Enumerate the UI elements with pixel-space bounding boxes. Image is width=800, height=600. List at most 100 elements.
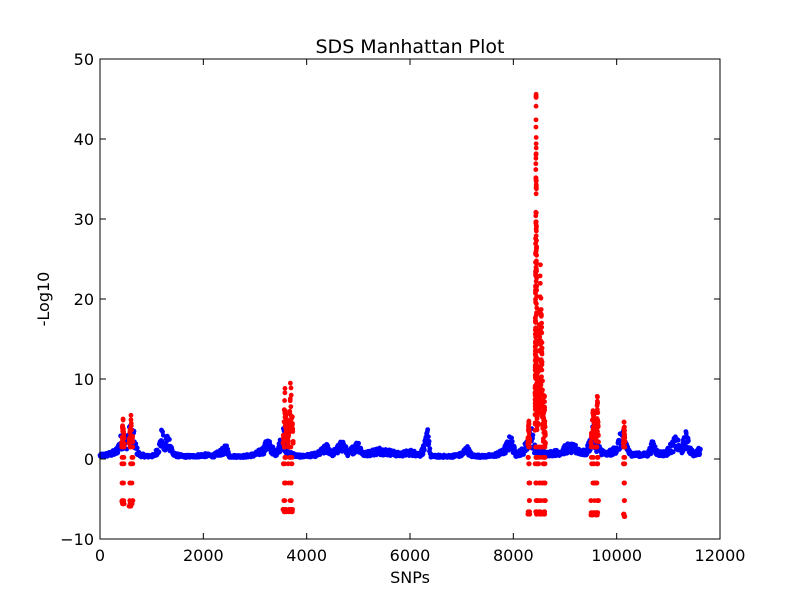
red-point xyxy=(590,480,596,486)
red-point xyxy=(533,325,539,331)
red-point xyxy=(120,455,126,460)
blue-point xyxy=(426,438,432,444)
red-point xyxy=(126,440,132,446)
red-point xyxy=(533,353,538,359)
blue-point xyxy=(697,451,703,457)
red-point xyxy=(127,498,133,503)
red-point xyxy=(533,296,538,302)
red-point xyxy=(281,461,286,467)
red-point xyxy=(290,440,296,446)
red-point xyxy=(593,510,599,515)
red-point xyxy=(542,509,548,515)
red-point xyxy=(128,412,134,418)
red-point xyxy=(526,461,532,467)
red-point xyxy=(533,182,539,187)
red-point xyxy=(590,408,596,414)
blue-point xyxy=(675,437,681,443)
blue-point xyxy=(697,446,703,452)
red-point xyxy=(289,461,295,467)
blue-point xyxy=(509,435,514,441)
x-tick-label: 6000 xyxy=(390,546,431,565)
red-point xyxy=(533,228,539,234)
red-point xyxy=(537,273,543,279)
red-point xyxy=(537,280,543,286)
red-point xyxy=(542,498,548,503)
red-point xyxy=(532,358,538,364)
red-point xyxy=(595,394,600,400)
red-point xyxy=(535,409,541,415)
blue-point xyxy=(573,442,578,448)
red-point xyxy=(288,444,294,450)
red-point xyxy=(594,444,600,450)
red-point xyxy=(525,436,531,442)
y-tick-label: −10 xyxy=(60,530,94,549)
red-point xyxy=(536,509,542,515)
blue-point xyxy=(343,444,349,450)
red-point xyxy=(595,418,601,424)
red-point xyxy=(290,422,295,428)
red-point xyxy=(539,320,544,326)
red-point xyxy=(589,433,595,439)
red-point xyxy=(282,386,288,391)
red-point xyxy=(534,266,539,272)
red-point xyxy=(622,444,628,450)
red-point xyxy=(282,455,288,460)
red-point xyxy=(590,427,596,432)
blue-point xyxy=(356,440,361,446)
blue-point xyxy=(156,449,162,455)
red-point xyxy=(542,424,548,430)
red-point xyxy=(588,498,594,503)
red-point xyxy=(129,455,135,460)
red-point xyxy=(130,444,136,450)
red-point xyxy=(282,398,287,403)
red-point xyxy=(288,404,294,410)
red-point xyxy=(621,419,627,425)
red-point xyxy=(533,141,539,147)
red-point xyxy=(621,436,627,441)
red-point xyxy=(121,461,127,467)
red-point xyxy=(589,417,595,423)
x-tick-label: 4000 xyxy=(286,546,327,565)
red-point xyxy=(288,392,294,398)
x-tick-label: 0 xyxy=(95,546,105,565)
red-point xyxy=(526,421,532,427)
red-point xyxy=(536,444,542,450)
red-point xyxy=(588,455,594,460)
red-point xyxy=(535,405,541,410)
blue-point xyxy=(686,438,691,444)
red-point xyxy=(541,410,547,416)
red-point xyxy=(621,455,627,460)
red-point xyxy=(282,410,288,416)
red-point xyxy=(289,425,295,431)
red-point xyxy=(542,444,548,450)
red-point xyxy=(539,324,545,330)
red-point xyxy=(526,480,532,486)
red-point xyxy=(542,480,548,486)
red-point xyxy=(595,498,601,503)
y-tick-label: 40 xyxy=(74,130,94,149)
blue-point xyxy=(530,432,536,438)
red-point xyxy=(533,213,539,219)
red-point xyxy=(621,511,626,517)
red-point xyxy=(541,430,547,436)
red-point xyxy=(594,424,599,430)
red-point xyxy=(533,175,539,181)
blue-point xyxy=(683,431,689,436)
blue-point xyxy=(134,445,140,451)
red-point xyxy=(539,345,545,351)
x-axis-title: SNPs xyxy=(390,568,430,587)
red-point xyxy=(533,249,539,254)
red-point xyxy=(533,135,539,140)
red-point xyxy=(128,417,134,423)
red-point xyxy=(536,396,542,402)
red-point xyxy=(541,455,547,460)
red-point xyxy=(287,498,293,503)
red-point xyxy=(542,393,547,399)
red-point xyxy=(594,410,600,416)
blue-point xyxy=(420,451,426,457)
red-point xyxy=(533,236,538,241)
red-point xyxy=(533,167,539,172)
red-point xyxy=(593,480,599,486)
red-point xyxy=(128,427,134,433)
